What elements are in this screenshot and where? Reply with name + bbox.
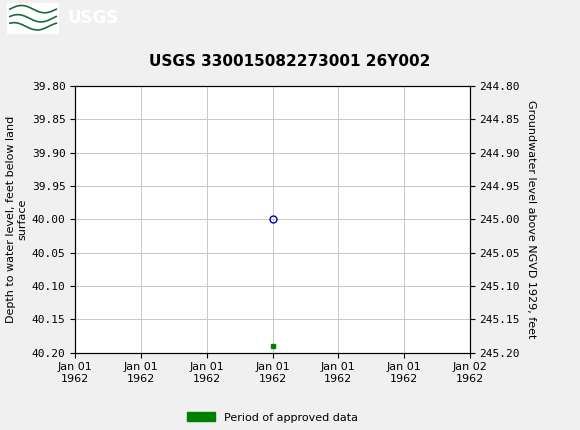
Legend: Period of approved data: Period of approved data <box>183 408 362 427</box>
Y-axis label: Depth to water level, feet below land
surface: Depth to water level, feet below land su… <box>6 116 28 323</box>
Y-axis label: Groundwater level above NGVD 1929, feet: Groundwater level above NGVD 1929, feet <box>525 100 535 338</box>
Text: USGS: USGS <box>68 9 119 27</box>
FancyBboxPatch shape <box>7 3 59 34</box>
Text: USGS 330015082273001 26Y002: USGS 330015082273001 26Y002 <box>149 54 431 69</box>
